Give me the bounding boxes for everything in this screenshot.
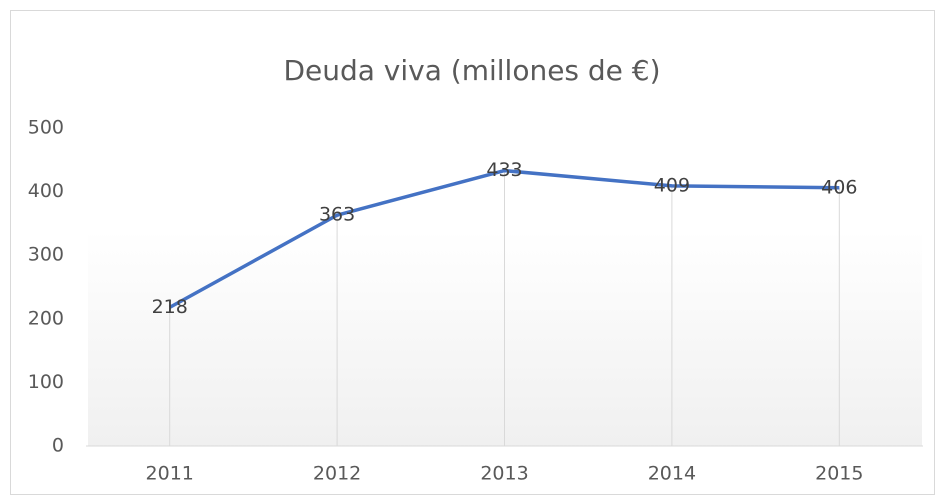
chart-title: Deuda viva (millones de €): [283, 54, 660, 87]
y-tick-label: 200: [28, 307, 64, 329]
x-tick-label: 2013: [480, 463, 528, 485]
x-tick-label: 2014: [648, 463, 696, 485]
data-label: 433: [486, 159, 522, 181]
y-tick-label: 100: [28, 371, 64, 393]
y-tick-label: 500: [28, 117, 64, 139]
data-label: 363: [319, 204, 355, 226]
data-label: 409: [654, 174, 690, 196]
y-tick-label: 0: [52, 435, 64, 457]
y-tick-label: 300: [28, 244, 64, 266]
x-tick-label: 2012: [313, 463, 361, 485]
series-line: [168, 168, 840, 309]
data-label: 406: [821, 176, 857, 198]
x-tick-label: 2011: [146, 463, 194, 485]
data-label: 218: [152, 296, 188, 318]
y-tick-label: 400: [28, 180, 64, 202]
x-tick-label: 2015: [815, 463, 863, 485]
